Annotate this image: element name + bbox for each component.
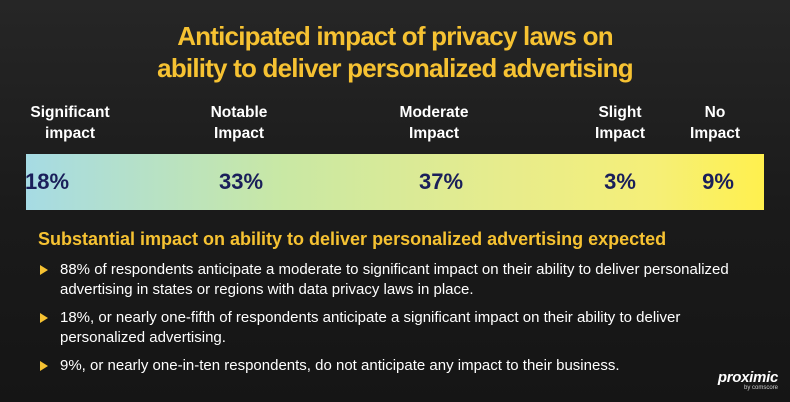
category-label: Moderate Impact <box>364 102 504 144</box>
category-label-line: impact <box>45 125 95 142</box>
logo-name: proximic <box>717 369 778 386</box>
category-label-line: Impact <box>214 125 264 142</box>
proximic-logo: proximic by comscore <box>718 370 778 392</box>
triangle-bullet-icon <box>40 313 48 323</box>
value-label: 9% <box>702 169 734 194</box>
category-label: Significant impact <box>0 102 140 144</box>
logo-sub: by comscore <box>743 385 778 391</box>
value-label: 37% <box>418 169 464 194</box>
category-label-line: Impact <box>690 125 740 142</box>
chart-title-line-2: ability to deliver personalized advertis… <box>157 53 633 83</box>
category-label-line: Impact <box>409 125 459 142</box>
category-label: Slight Impact <box>550 102 690 144</box>
bullet-text: 18%, or nearly one-fifth of respondents … <box>60 309 681 346</box>
value-label: 3% <box>604 169 636 194</box>
category-label: Notable Impact <box>169 102 309 144</box>
value-label: 18% <box>24 169 70 194</box>
bullet-item: 9%, or nearly one-in-ten respondents, do… <box>38 356 738 376</box>
bullet-item: 18%, or nearly one-fifth of respondents … <box>38 308 738 348</box>
category-label-line: Moderate <box>399 104 469 121</box>
triangle-bullet-icon <box>40 265 48 275</box>
bullet-list: 88% of respondents anticipate a moderate… <box>38 260 738 384</box>
category-label-line: Impact <box>595 125 645 142</box>
impact-gradient-bar <box>26 154 764 210</box>
chart-title: Anticipated impact of privacy laws on ab… <box>0 20 790 84</box>
category-label: No Impact <box>645 102 785 144</box>
triangle-bullet-icon <box>40 361 48 371</box>
category-label-line: No <box>704 104 726 121</box>
value-label: 33% <box>218 169 264 194</box>
section-subtitle: Substantial impact on ability to deliver… <box>38 229 667 249</box>
category-label-line: Slight <box>598 104 642 121</box>
bullet-text: 9%, or nearly one-in-ten respondents, do… <box>60 357 620 374</box>
category-label-line: Significant <box>30 104 110 121</box>
category-label-line: Notable <box>210 104 268 121</box>
bullet-item: 88% of respondents anticipate a moderate… <box>38 260 738 300</box>
bullet-text: 88% of respondents anticipate a moderate… <box>60 261 729 298</box>
chart-title-line-1: Anticipated impact of privacy laws on <box>177 21 613 51</box>
